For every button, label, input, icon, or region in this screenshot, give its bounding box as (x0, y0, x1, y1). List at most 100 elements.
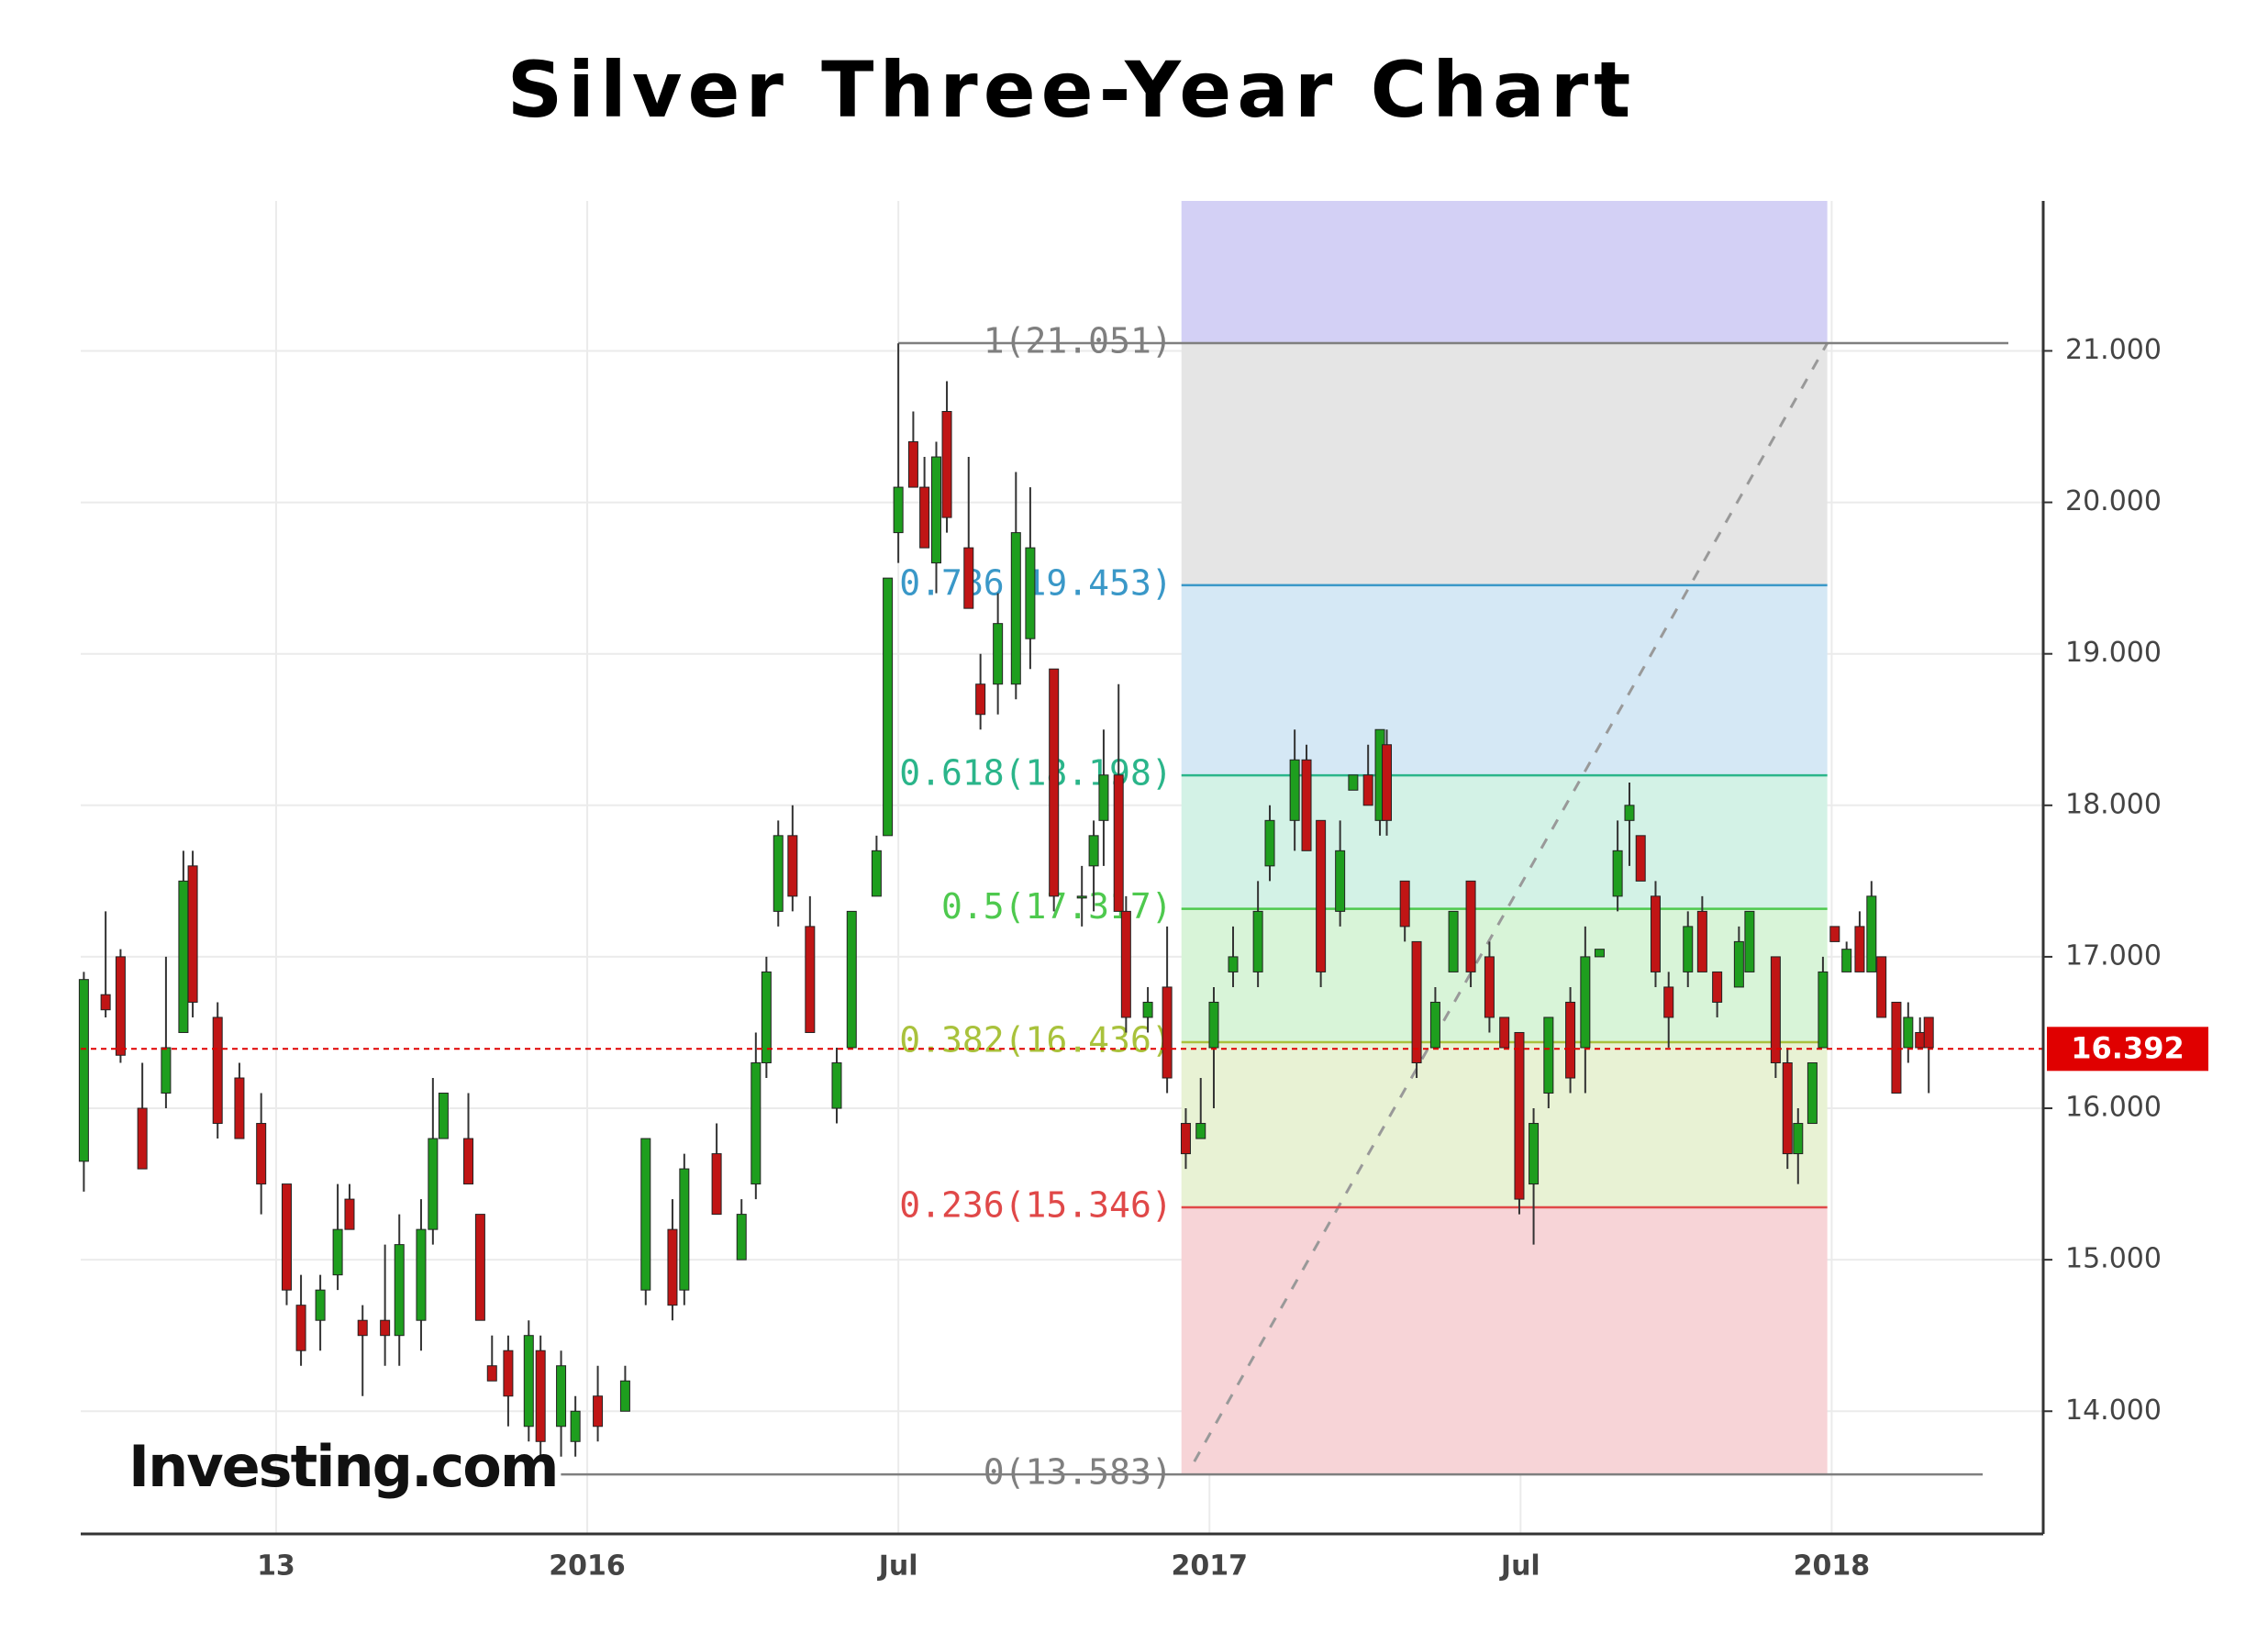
candle-body (1465, 880, 1476, 972)
candle-body (1335, 850, 1346, 912)
candle-body (1529, 1123, 1540, 1185)
candle-body (1113, 774, 1124, 912)
candle-body (993, 623, 1004, 685)
candle-body (212, 1016, 223, 1125)
candle-body (1818, 971, 1829, 1049)
y-tick-label: 19.000 (2065, 637, 2162, 669)
candle-body (1733, 940, 1744, 988)
y-tick-label: 14.000 (2065, 1394, 2162, 1427)
candle-body (1499, 1016, 1510, 1049)
candle-body (380, 1319, 391, 1337)
fib-level-label: 0.618(18.198) (899, 753, 1172, 794)
fib-band (1181, 584, 1828, 776)
x-tick-label: 2018 (1794, 1550, 1871, 1583)
candle-body (931, 456, 942, 564)
candle-body (1429, 1001, 1440, 1049)
candle-body (1565, 1001, 1576, 1079)
candle-body (1712, 971, 1723, 1003)
candle-body (1301, 759, 1312, 851)
y-tick-label: 18.000 (2065, 788, 2162, 820)
candle-body (1049, 668, 1060, 897)
candle-body (919, 486, 930, 549)
candle-body (556, 1365, 567, 1427)
fib-band (1181, 775, 1828, 909)
candle-body (1612, 850, 1623, 897)
candle-body (871, 850, 882, 897)
candle-body (1782, 1061, 1793, 1155)
candle-body (1289, 759, 1300, 821)
candle-body (1903, 1016, 1914, 1049)
candle-body (1514, 1031, 1525, 1200)
candle-body (679, 1168, 690, 1291)
candle-body (394, 1244, 405, 1337)
candle-body (1399, 880, 1410, 928)
candle-body (1195, 1123, 1206, 1139)
candle-body (1208, 1001, 1219, 1049)
candle-body (1180, 1123, 1191, 1155)
fib-level-label: 0.786(19.453) (899, 562, 1172, 603)
candle-body (78, 979, 89, 1162)
fib-level-label: 0.382(16.436) (899, 1020, 1172, 1061)
candle-body (1594, 949, 1605, 958)
candle-body (883, 577, 894, 837)
candle-body (463, 1138, 474, 1185)
candle-body (474, 1214, 485, 1321)
candle-body (963, 547, 974, 609)
fib-band (1181, 343, 1828, 585)
candle-body (234, 1077, 245, 1139)
candle-body (1866, 895, 1877, 972)
candle-body (1162, 986, 1173, 1079)
candle-body (1663, 986, 1674, 1018)
candle-body (315, 1289, 326, 1321)
candle-body (640, 1138, 651, 1291)
candle-body (1252, 910, 1263, 972)
candle-body (1793, 1123, 1804, 1155)
x-tick-label: Jul (877, 1550, 918, 1583)
y-tick-label: 17.000 (2065, 939, 2162, 972)
fib-level-label: 0(13.583) (984, 1452, 1173, 1493)
candle-body (1543, 1016, 1554, 1094)
candle-body (1650, 895, 1661, 972)
candle-body (1382, 744, 1393, 821)
last-price-box (2047, 1027, 2208, 1072)
candle-body (975, 683, 986, 716)
candle-body (100, 994, 111, 1011)
y-tick-label: 20.000 (2065, 485, 2162, 517)
candle-body (1316, 819, 1327, 972)
fib-level-label: 0.236(15.346) (899, 1185, 1172, 1226)
candle-body (907, 441, 918, 488)
y-tick-label: 16.000 (2065, 1092, 2162, 1124)
candle-body (736, 1214, 747, 1261)
candle-body (1696, 910, 1707, 972)
candle-body (1829, 926, 1840, 942)
candle-body (416, 1228, 427, 1321)
candle-body (438, 1093, 449, 1139)
candle-body (115, 956, 126, 1056)
candle-body (503, 1350, 514, 1397)
candle-body (535, 1350, 546, 1442)
candle-body (428, 1138, 439, 1230)
candle-body (831, 1061, 842, 1109)
candle-body (1624, 805, 1635, 821)
candle-body (1915, 1031, 1926, 1049)
candle-body (1448, 910, 1459, 972)
candle-body (1098, 774, 1109, 821)
candle-body (1744, 910, 1755, 972)
candle-body (1891, 1001, 1902, 1094)
candle-body (1876, 956, 1887, 1018)
candle-body (941, 411, 952, 518)
candle-body (787, 835, 798, 897)
candle-body (1362, 774, 1373, 806)
candle-body (1770, 956, 1781, 1063)
watermark: Investing.com (128, 1433, 558, 1500)
y-tick-label: 15.000 (2065, 1243, 2162, 1275)
candle-body (1264, 819, 1275, 867)
candle-body (256, 1123, 267, 1185)
candle-body (523, 1335, 534, 1427)
x-tick-label: 13 (257, 1550, 295, 1583)
x-tick-label: 2016 (549, 1550, 626, 1583)
candle-body (1683, 926, 1694, 972)
candle-body (281, 1183, 292, 1291)
